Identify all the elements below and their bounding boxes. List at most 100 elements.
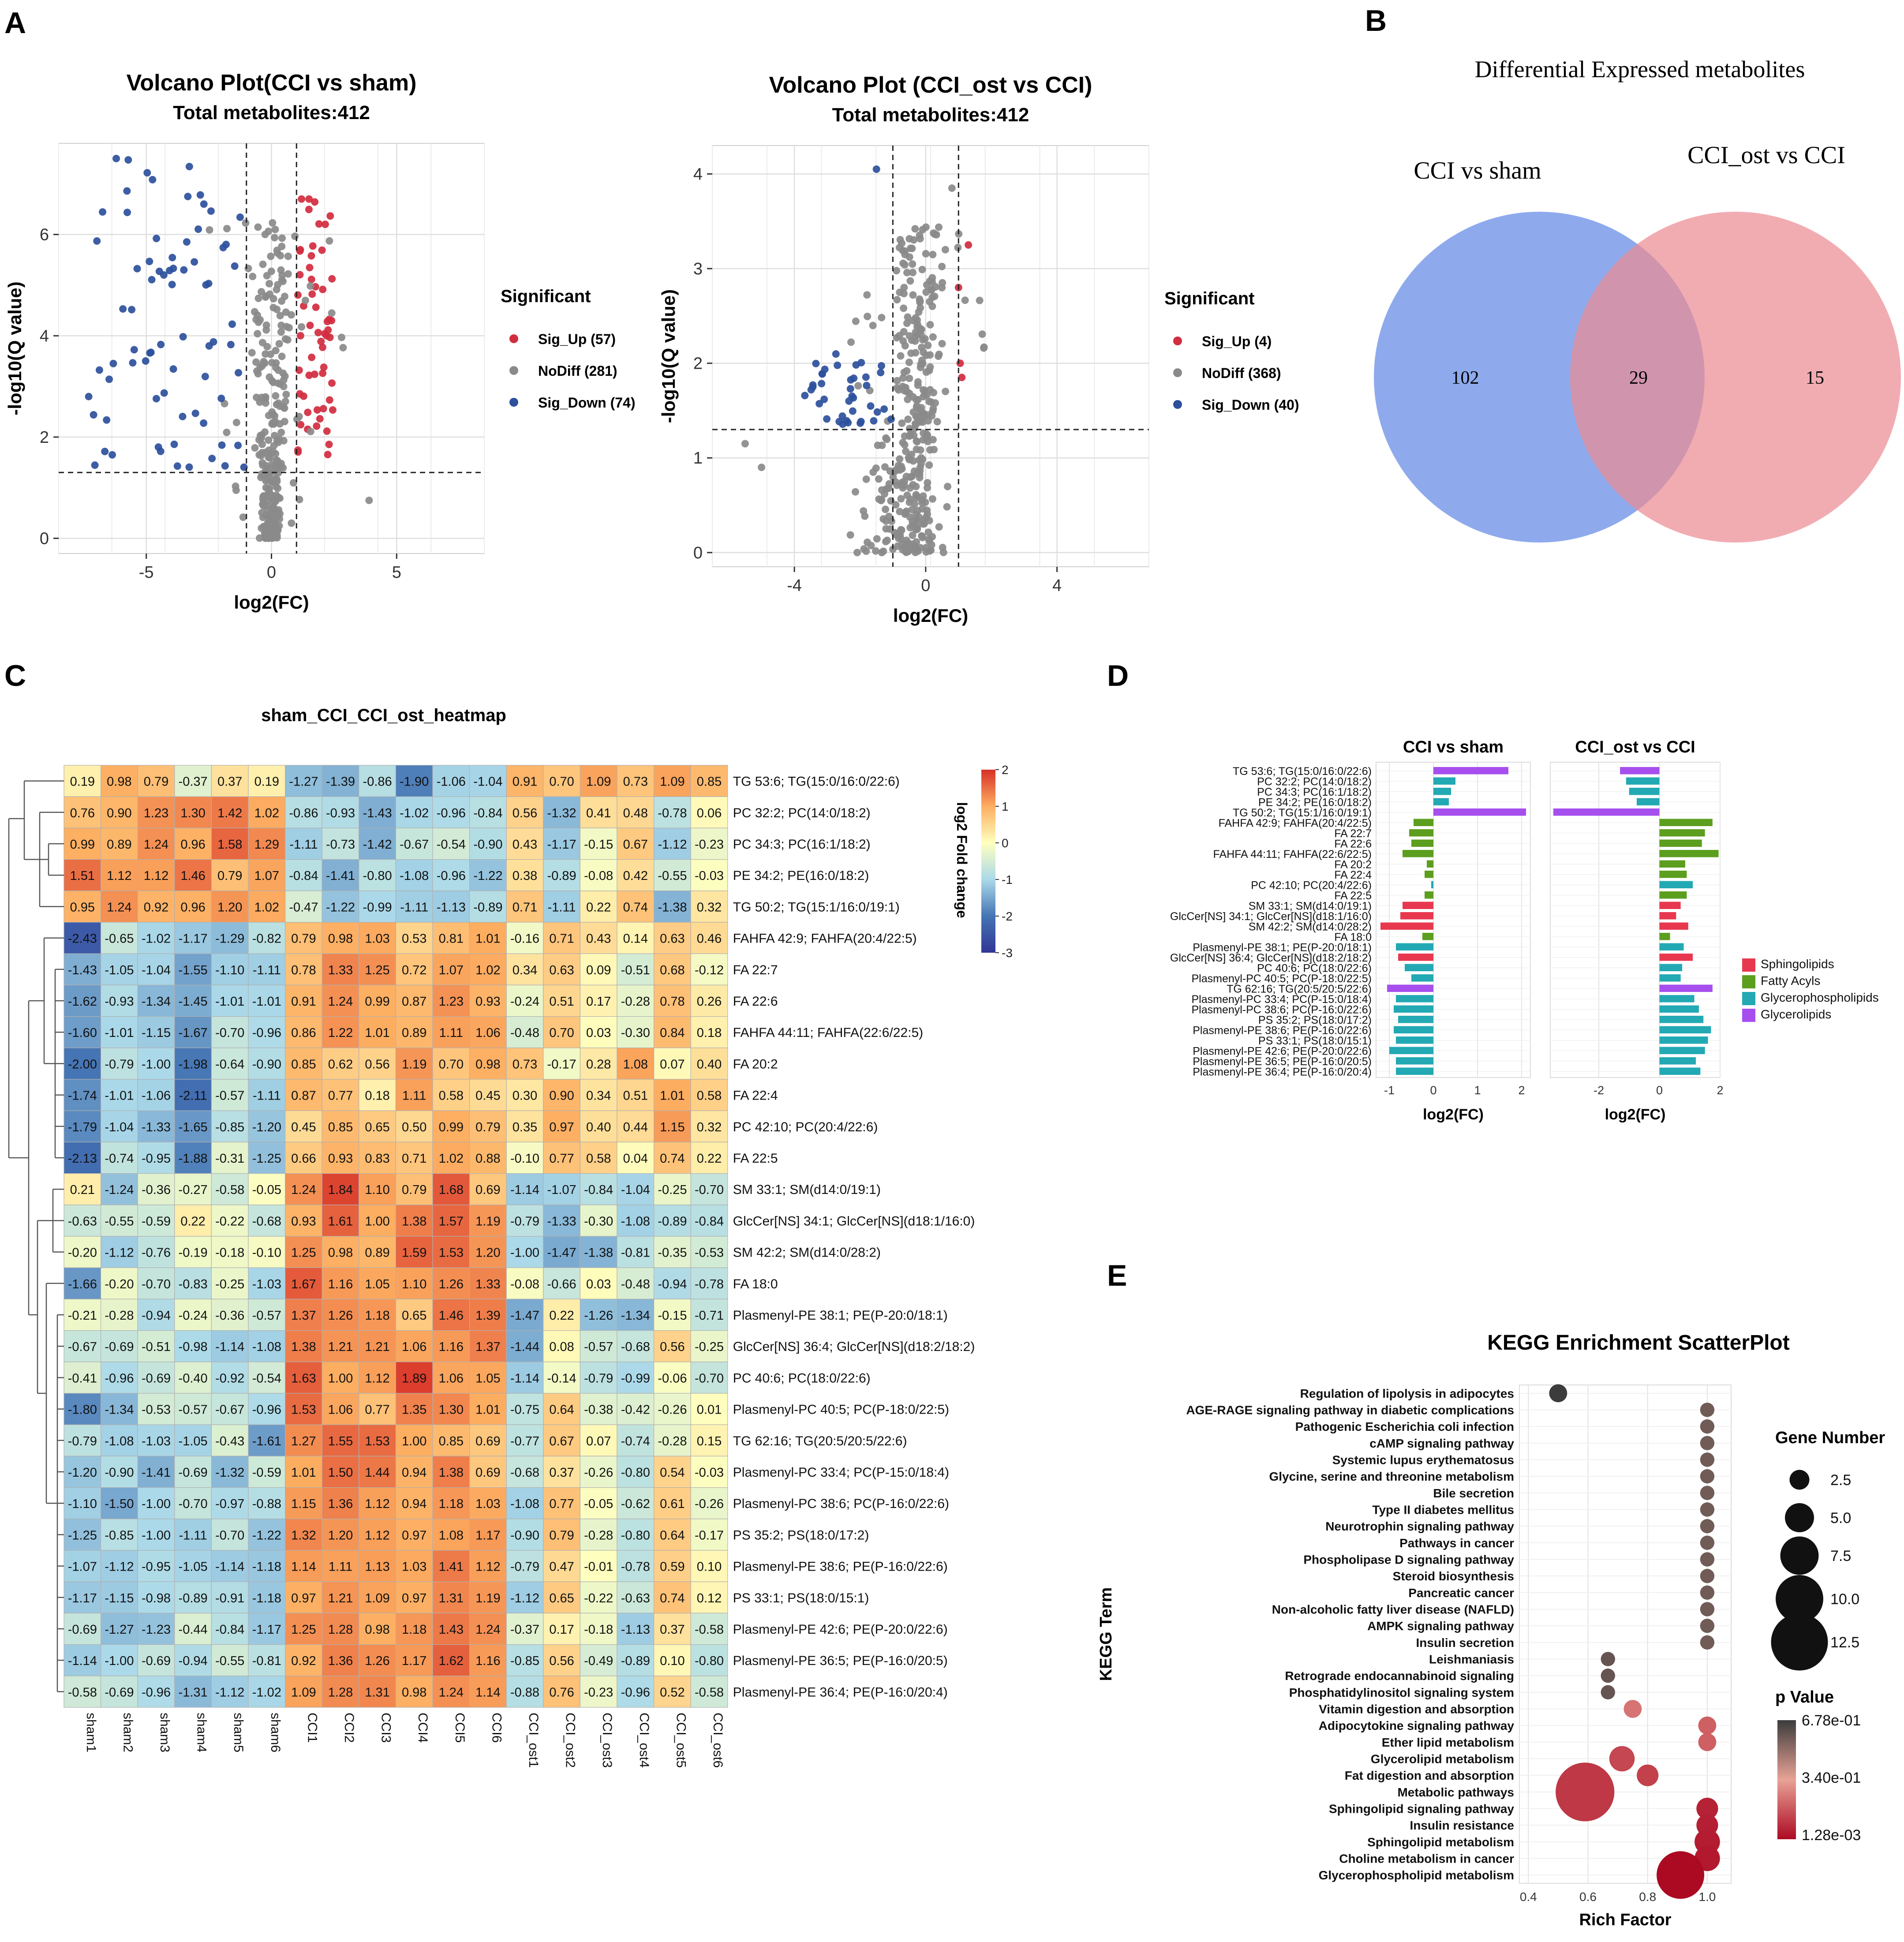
heatmap-cell-value: -1.04 [621, 1183, 650, 1197]
heatmap-cell [395, 1236, 433, 1268]
heatmap-cell [359, 1330, 396, 1362]
heatmap-cell [653, 1330, 691, 1362]
heatmap-cell [248, 1110, 286, 1142]
kegg-x-tick-label: 0.4 [1520, 1890, 1537, 1904]
heatmap-cell [211, 1330, 249, 1362]
data-point-nodiff [901, 261, 909, 269]
heatmap-cell-value: -0.59 [252, 1466, 281, 1480]
heatmap-cell-value: -1.11 [253, 963, 281, 977]
heatmap-cell [64, 1362, 101, 1394]
heatmap-cell-value: -0.79 [105, 1057, 134, 1071]
data-point-sig-down [185, 163, 193, 171]
heatmap-cell [432, 922, 470, 954]
heatmap-cell-value: 1.15 [660, 1120, 685, 1134]
bar [1394, 1005, 1433, 1013]
data-point-sig-up [296, 332, 304, 340]
data-point-nodiff [919, 436, 927, 444]
heatmap-cell-value: -0.64 [215, 1057, 244, 1071]
data-point-sig-down [133, 265, 141, 273]
heatmap-cell [174, 1393, 212, 1425]
data-point-nodiff [758, 464, 766, 471]
heatmap-cell [469, 1141, 507, 1174]
heatmap-cell [284, 765, 322, 797]
heatmap-cell-value: -0.84 [215, 1623, 244, 1637]
heatmap-cell [322, 1362, 359, 1394]
data-point-nodiff [307, 282, 314, 290]
heatmap-row-label: Plasmenyl-PE 36:5; PE(P-16:0/20:5) [733, 1654, 948, 1668]
data-point-sig-up [323, 318, 331, 326]
heatmap-cell-value: -0.96 [252, 1026, 281, 1040]
heatmap-cell-value: -1.11 [548, 900, 576, 914]
data-point-nodiff [896, 466, 904, 474]
bar-panel-title: CCI vs sham [1403, 738, 1504, 756]
colorbar [981, 770, 995, 953]
heatmap-cell [469, 953, 507, 985]
data-point-sig-down [191, 258, 198, 266]
heatmap-cell [469, 1424, 507, 1456]
heatmap-cell-value: -1.11 [289, 838, 318, 852]
heatmap-cell-value: 1.13 [365, 1560, 389, 1574]
heatmap-cell-value: 0.47 [549, 1560, 574, 1574]
data-point-nodiff [926, 363, 934, 371]
data-point-sig-down [231, 262, 239, 270]
data-point-nodiff [269, 531, 277, 539]
heatmap-cell-value: -0.68 [621, 1340, 650, 1354]
heatmap-cell [432, 1236, 470, 1268]
data-point-sig-up [321, 221, 329, 228]
heatmap-cell-value: -2.00 [68, 1057, 97, 1071]
heatmap-cell-value: 0.07 [660, 1057, 685, 1071]
kegg-point [1601, 1668, 1615, 1683]
heatmap-cell-value: 1.09 [586, 775, 611, 789]
heatmap-column-label: sham6 [268, 1713, 283, 1752]
data-point-nodiff [938, 262, 946, 270]
x-tick-label: 4 [1052, 576, 1062, 595]
heatmap-cell-value: -0.30 [584, 1214, 613, 1228]
dendrogram-branch [24, 780, 64, 907]
data-point-nodiff [920, 520, 928, 528]
data-point-nodiff [882, 505, 890, 513]
venn-count-intersection: 29 [1629, 368, 1648, 388]
heatmap-cell-value: -0.99 [363, 900, 392, 914]
heatmap-cell-value: 0.18 [365, 1089, 389, 1103]
heatmap-cell-value: -0.80 [695, 1654, 724, 1668]
kegg-point [1657, 1851, 1705, 1899]
heatmap-cell-value: 0.70 [549, 1026, 574, 1040]
bar-category-label: Plasmenyl-PE 36:4; PE(P-16:0/20:4) [1193, 1066, 1372, 1078]
heatmap-cell [284, 1676, 322, 1708]
data-point-sig-down [148, 276, 156, 284]
heatmap-cell-value: 0.70 [549, 775, 574, 789]
heatmap-title: sham_CCI_CCI_ost_heatmap [261, 706, 506, 725]
data-point-nodiff [916, 446, 924, 454]
heatmap-cell [174, 1173, 212, 1205]
heatmap-cell-value: 0.97 [402, 1591, 426, 1605]
heatmap-cell-value: 1.03 [475, 1497, 500, 1511]
heatmap-cell [543, 1141, 581, 1174]
heatmap-cell-value: -0.86 [289, 806, 318, 820]
heatmap-cell-value: 0.93 [291, 1214, 316, 1228]
heatmap-cell [322, 1676, 359, 1708]
heatmap-cell-value: -0.57 [215, 1089, 244, 1103]
size-legend-dot [1789, 1470, 1810, 1490]
heatmap-cell [248, 953, 286, 985]
heatmap-cell-value: -1.31 [179, 1685, 208, 1699]
data-point-nodiff [261, 231, 269, 239]
bar-category-label: FA 20:2 [1334, 858, 1372, 871]
bar-x-tick-label: 0 [1430, 1084, 1436, 1097]
heatmap-cell-value: 0.14 [623, 932, 648, 946]
heatmap-cell [137, 1079, 175, 1111]
x-axis-label: log2(FC) [234, 592, 309, 613]
data-point-nodiff [851, 488, 859, 496]
heatmap-cell-value: -0.41 [68, 1371, 97, 1385]
heatmap-cell [248, 1236, 286, 1268]
heatmap-cell [101, 1016, 138, 1048]
heatmap-cell-value: -0.88 [510, 1685, 539, 1699]
heatmap-row-label: Plasmenyl-PC 38:6; PC(P-16:0/22:6) [733, 1497, 949, 1511]
bar [1396, 995, 1433, 1003]
y-tick-label: 4 [40, 327, 49, 345]
data-point-nodiff [928, 303, 936, 311]
data-point-nodiff [298, 323, 306, 331]
heatmap-cell-value: 1.12 [365, 1371, 389, 1385]
data-point-nodiff [262, 321, 270, 329]
heatmap-cell [617, 1173, 655, 1205]
heatmap-cell [580, 1298, 617, 1331]
